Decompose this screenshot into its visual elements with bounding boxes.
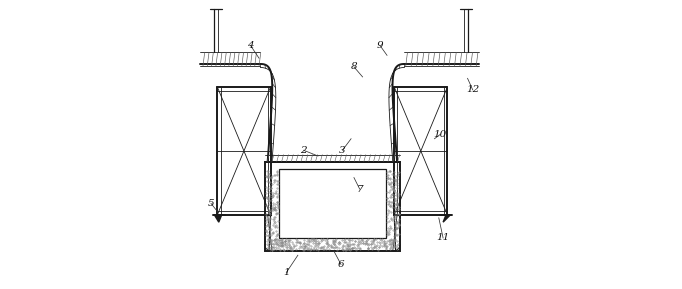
Bar <box>279 169 385 238</box>
Text: 5: 5 <box>208 199 214 208</box>
Polygon shape <box>214 215 222 222</box>
Text: 7: 7 <box>357 185 363 194</box>
Bar <box>265 162 400 251</box>
Text: 9: 9 <box>376 41 383 50</box>
Polygon shape <box>443 215 450 222</box>
Text: 2: 2 <box>300 146 307 155</box>
Text: 1: 1 <box>283 268 290 277</box>
Text: 11: 11 <box>436 234 449 242</box>
Text: 10: 10 <box>434 130 447 139</box>
Text: 4: 4 <box>247 41 254 50</box>
Text: 3: 3 <box>339 146 346 155</box>
Text: 12: 12 <box>466 85 479 94</box>
Text: 8: 8 <box>351 62 357 71</box>
Text: 6: 6 <box>338 260 344 269</box>
